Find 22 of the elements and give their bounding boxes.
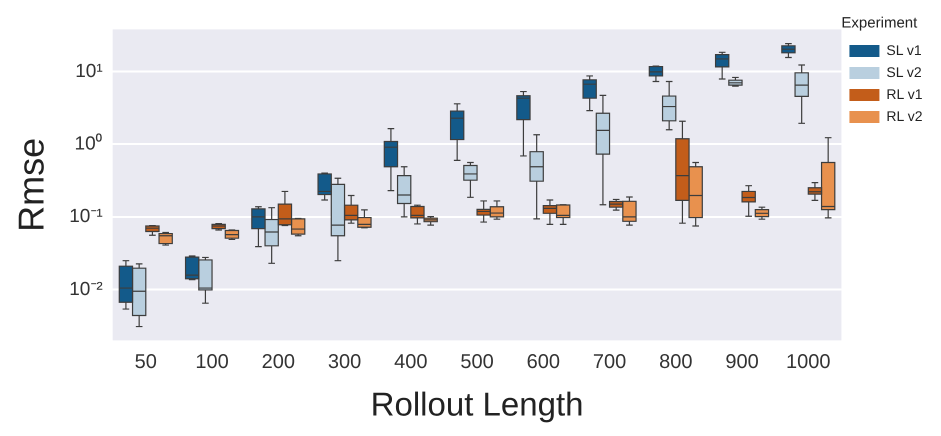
legend-label: RL v2 xyxy=(886,108,923,124)
x-tick-label: 1000 xyxy=(786,350,831,373)
legend-label: SL v1 xyxy=(886,42,922,58)
x-tick-label: 400 xyxy=(394,350,428,373)
y-tick-label: 10¹ xyxy=(75,60,103,82)
y-axis-title: Rmse xyxy=(10,138,52,232)
x-tick-label: 600 xyxy=(526,350,560,373)
x-tick-label: 50 xyxy=(134,350,157,373)
y-tick-label: 10⁰ xyxy=(74,132,103,154)
y-tick-label: 10⁻² xyxy=(69,278,103,300)
x-tick-label: 700 xyxy=(592,350,626,373)
legend-label: RL v1 xyxy=(886,86,923,102)
legend-label: SL v2 xyxy=(886,64,922,80)
legend-title: Experiment xyxy=(841,14,918,32)
x-tick-label: 200 xyxy=(262,350,295,373)
y-tick-label: 10⁻¹ xyxy=(69,206,103,228)
x-tick-label: 100 xyxy=(195,350,229,373)
x-tick-label: 800 xyxy=(659,350,692,373)
x-tick-label: 500 xyxy=(460,350,494,373)
x-tick-label: 300 xyxy=(328,350,362,373)
x-axis-title: Rollout Length xyxy=(370,385,584,422)
x-tick-label: 900 xyxy=(725,350,759,373)
